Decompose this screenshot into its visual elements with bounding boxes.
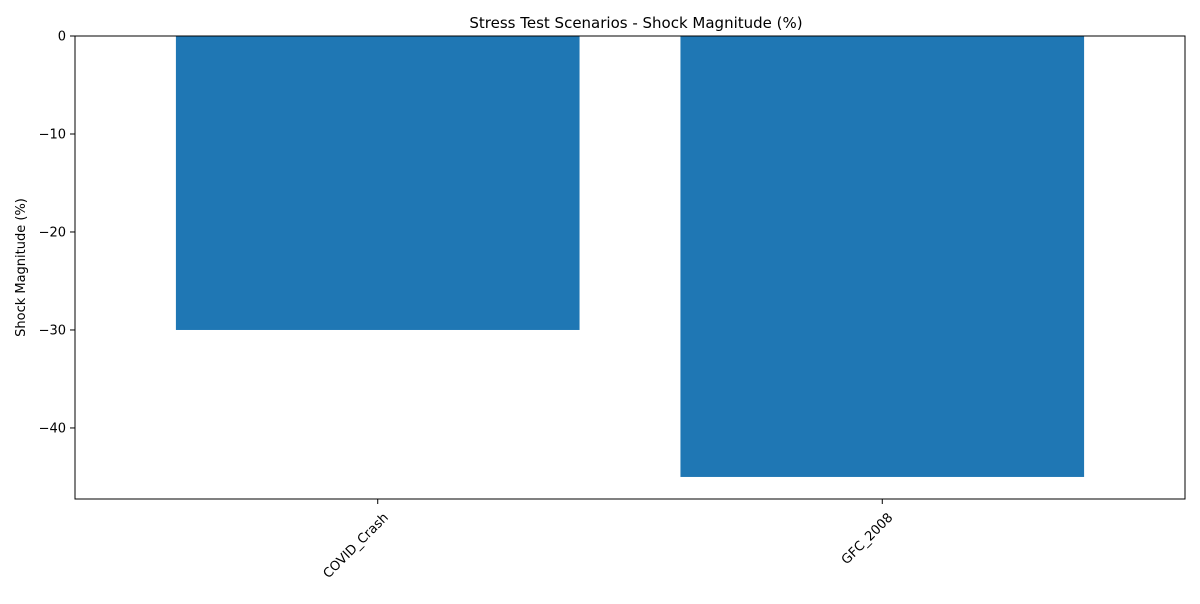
x-tick-label: GFC_2008 bbox=[839, 510, 896, 567]
y-tick-label: −40 bbox=[39, 421, 66, 436]
y-axis-label: Shock Magnitude (%) bbox=[14, 198, 29, 337]
y-tick-label: −10 bbox=[39, 127, 66, 142]
bars-group bbox=[175, 36, 1085, 477]
x-tick-label: COVID_Crash bbox=[321, 510, 392, 581]
y-tick-label: 0 bbox=[58, 30, 66, 45]
bar-covid-crash bbox=[175, 36, 580, 330]
x-axis: COVID_Crash GFC_2008 bbox=[321, 499, 896, 582]
y-tick-label: −30 bbox=[39, 323, 66, 338]
chart-title: Stress Test Scenarios - Shock Magnitude … bbox=[469, 14, 802, 32]
y-axis: 0 −10 −20 −30 −40 bbox=[39, 30, 75, 436]
plot-frame bbox=[74, 35, 1186, 500]
bar-gfc-2008 bbox=[680, 36, 1085, 477]
y-tick-label: −20 bbox=[39, 225, 66, 240]
